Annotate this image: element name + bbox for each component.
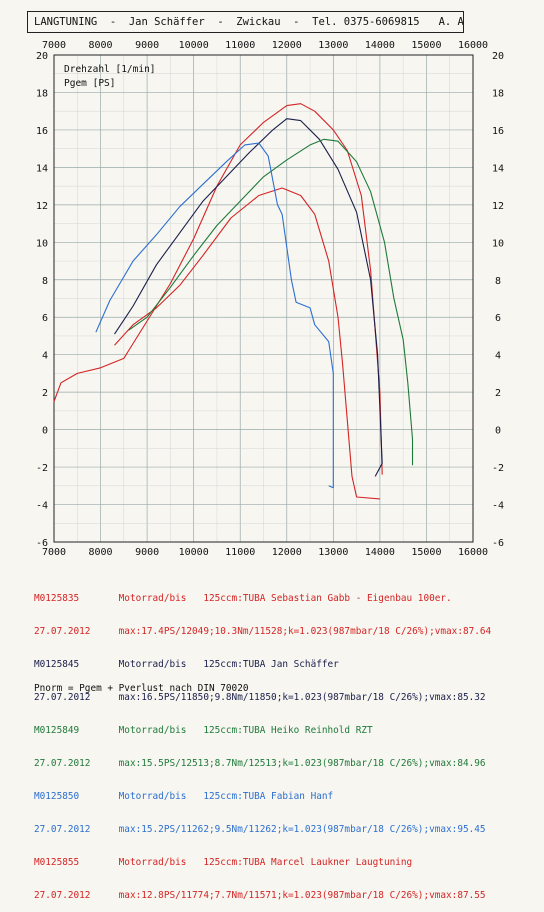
y-tick-label-right: -6 — [492, 538, 504, 549]
x-tick-label-top: 11000 — [225, 40, 255, 51]
y-tick-label-left: 16 — [36, 126, 48, 137]
x-tick-label-bottom: 16000 — [458, 547, 488, 558]
x-tick-label-top: 15000 — [411, 40, 441, 51]
series-line-1 — [53, 103, 383, 475]
ticks-layer: 7000 8000 9000 10000 11000 12000 13000 14000 150… — [36, 40, 504, 558]
header-title: LANGTUNING - Jan Schäffer - Zwickau - Te… — [27, 11, 464, 33]
legend-entry: 27.07.2012 max:17.4PS/12049;10.3Nm/11528… — [34, 626, 492, 637]
x-tick-label-top: 10000 — [179, 40, 209, 51]
x-tick-label-bottom: 14000 — [365, 547, 395, 558]
y-tick-label-left: 4 — [42, 351, 48, 362]
plot-frame — [53, 54, 474, 543]
series-line-5 — [95, 142, 334, 489]
x-tick-label-top: 16000 — [458, 40, 488, 51]
x-tick-label-top: 12000 — [272, 40, 302, 51]
y-tick-label-left: -4 — [36, 501, 48, 512]
series-line-2 — [114, 187, 380, 500]
legend-entry: M0125845 Motorrad/bis 125ccm:TUBA Jan Sc… — [34, 659, 339, 670]
legend-entry: 27.07.2012 max:12.8PS/11774;7.7Nm/11571;… — [34, 890, 486, 901]
x-tick-label-bottom: 10000 — [179, 547, 209, 558]
x-tick-label-bottom: 11000 — [225, 547, 255, 558]
legend-entry: M0125835 Motorrad/bis 125ccm:TUBA Sebast… — [34, 593, 452, 604]
y-tick-label-left: 0 — [42, 426, 48, 437]
y-tick-label-left: 14 — [36, 163, 48, 174]
x-tick-label-top: 7000 — [42, 40, 66, 51]
legend-entry: 27.07.2012 max:16.5PS/11850;9.8Nm/11850;… — [34, 692, 486, 703]
y-tick-label-left: 8 — [42, 276, 48, 287]
series-line-4 — [128, 138, 414, 466]
y-tick-label-right: 20 — [492, 51, 504, 62]
y-tick-label-left: -2 — [36, 463, 48, 474]
y-tick-label-right: 0 — [495, 426, 501, 437]
y-tick-label-right: -4 — [492, 501, 504, 512]
x-tick-label-bottom: 12000 — [272, 547, 302, 558]
y-tick-label-right: 8 — [495, 276, 501, 287]
legend-entry: M0125849 Motorrad/bis 125ccm:TUBA Heiko … — [34, 725, 373, 736]
y-tick-label-left: 10 — [36, 238, 48, 249]
y-tick-label-right: 10 — [492, 238, 504, 249]
y-tick-label-left: 2 — [42, 388, 48, 399]
y-tick-label-right: 4 — [495, 351, 501, 362]
y-tick-label-right: 18 — [492, 88, 504, 99]
y-tick-label-right: 12 — [492, 201, 504, 212]
x-tick-label-top: 9000 — [135, 40, 159, 51]
legend-entry: M0125850 Motorrad/bis 125ccm:TUBA Fabian… — [34, 791, 334, 802]
y-tick-label-left: 6 — [42, 313, 48, 324]
y-tick-label-right: 14 — [492, 163, 504, 174]
ylabel-line-1: Drehzahl [1/min] — [64, 64, 156, 75]
y-tick-label-right: 2 — [495, 388, 501, 399]
y-tick-label-right: 16 — [492, 126, 504, 137]
ylabel-line-2: Pgem [PS] — [64, 78, 115, 89]
legend-entry: M0125855 Motorrad/bis 125ccm:TUBA Marcel… — [34, 857, 413, 868]
y-tick-label-left: 20 — [36, 51, 48, 62]
x-tick-label-top: 8000 — [89, 40, 113, 51]
x-tick-label-bottom: 13000 — [318, 547, 348, 558]
series-line-3 — [114, 118, 383, 477]
x-tick-label-bottom: 15000 — [411, 547, 441, 558]
legend-entry: 27.07.2012 max:15.5PS/12513;8.7Nm/12513;… — [34, 758, 486, 769]
legend: M0125835 Motorrad/bis 125ccm:TUBA Sebast… — [34, 571, 491, 912]
x-tick-label-top: 13000 — [318, 40, 348, 51]
x-tick-label-top: 14000 — [365, 40, 395, 51]
legend-entry: 27.07.2012 max:15.2PS/11262;9.5Nm/11262;… — [34, 824, 486, 835]
series-layer — [53, 103, 414, 500]
footnote: Pnorm = Pgem + Pverlust nach DIN 70020 — [34, 683, 249, 694]
grid-layer — [53, 54, 474, 543]
y-tick-label-left: -6 — [36, 538, 48, 549]
x-tick-label-bottom: 9000 — [135, 547, 159, 558]
y-tick-label-right: -2 — [492, 463, 504, 474]
y-tick-label-left: 12 — [36, 201, 48, 212]
dyno-chart: 7000 8000 9000 10000 11000 12000 13000 14000 150… — [36, 40, 504, 558]
x-tick-label-bottom: 7000 — [42, 547, 66, 558]
y-tick-label-right: 6 — [495, 313, 501, 324]
y-tick-label-left: 18 — [36, 88, 48, 99]
x-tick-label-bottom: 8000 — [89, 547, 113, 558]
